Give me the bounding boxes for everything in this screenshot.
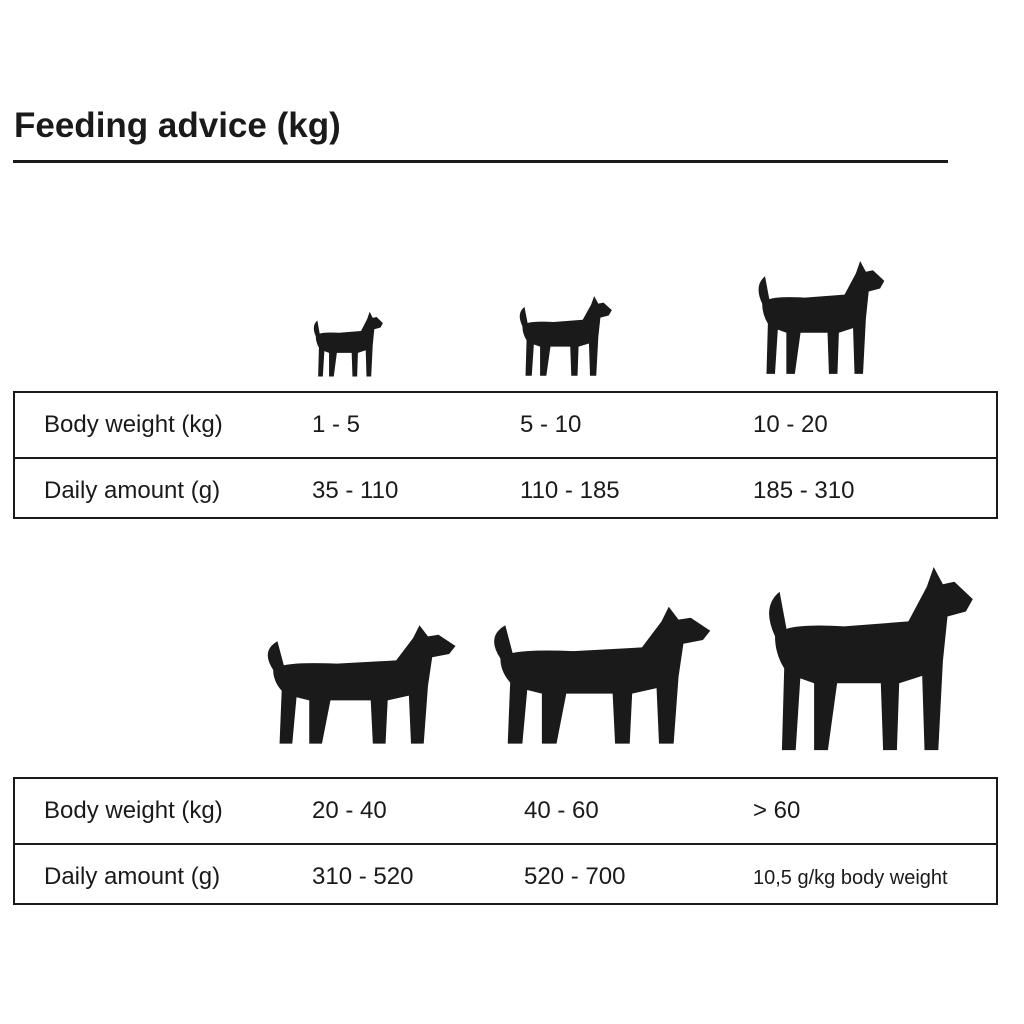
table-row-daily-amount: Daily amount (g) 310 - 520 520 - 700 10,… [15, 843, 996, 907]
table-cell: 310 - 520 [312, 863, 414, 890]
pug-icon [512, 294, 616, 380]
table-cell: 35 - 110 [312, 477, 399, 504]
row-label: Daily amount (g) [44, 477, 221, 504]
table-cell: 10,5 g/kg body weight [753, 867, 948, 889]
running-dog-icon [476, 603, 720, 751]
labrador-icon [252, 622, 464, 750]
chihuahua-icon [308, 310, 386, 380]
table-cell: 5 - 10 [520, 411, 582, 438]
table-row-daily-amount: Daily amount (g) 35 - 110 110 - 185 185 … [15, 457, 996, 521]
feeding-table-small: Body weight (kg) 1 - 5 5 - 10 10 - 20 Da… [13, 391, 998, 519]
row-label: Body weight (kg) [44, 411, 223, 438]
great-dane-icon [752, 562, 982, 760]
table-cell: > 60 [753, 797, 801, 824]
page-title: Feeding advice (kg) [14, 106, 341, 145]
husky-icon [748, 258, 890, 380]
table-cell: 40 - 60 [524, 797, 599, 824]
table-row-body-weight: Body weight (kg) 1 - 5 5 - 10 10 - 20 [15, 393, 996, 455]
title-divider [13, 160, 948, 163]
table-cell: 20 - 40 [312, 797, 387, 824]
row-label: Body weight (kg) [44, 797, 223, 824]
table-cell: 1 - 5 [312, 411, 361, 438]
table-cell: 10 - 20 [753, 411, 828, 438]
feeding-table-large: Body weight (kg) 20 - 40 40 - 60 > 60 Da… [13, 777, 998, 905]
table-row-body-weight: Body weight (kg) 20 - 40 40 - 60 > 60 [15, 779, 996, 841]
table-cell: 110 - 185 [520, 477, 620, 504]
table-cell: 520 - 700 [524, 863, 626, 890]
table-cell: 185 - 310 [753, 477, 855, 504]
row-label: Daily amount (g) [44, 863, 221, 890]
